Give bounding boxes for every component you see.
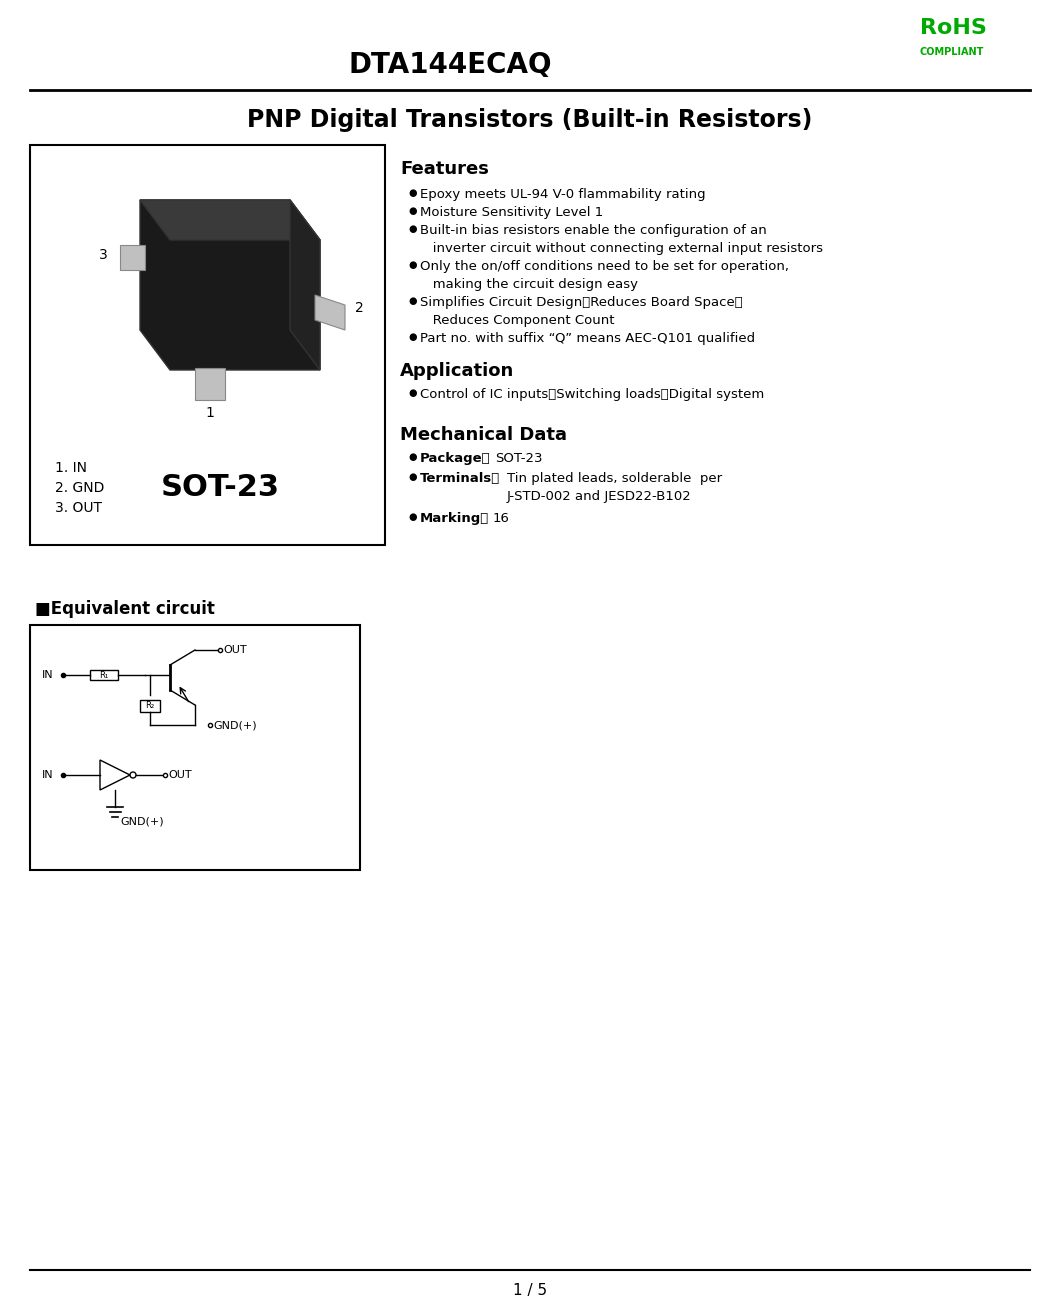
Text: 3: 3 [100,249,108,262]
Text: GND(+): GND(+) [213,719,257,730]
Text: 3. OUT: 3. OUT [55,501,102,515]
Text: ●: ● [408,296,417,306]
Text: 2. GND: 2. GND [55,481,104,494]
Text: ●: ● [408,188,417,198]
Text: 2: 2 [355,301,364,315]
Text: DTA144ECAQ: DTA144ECAQ [349,51,552,78]
Text: Simplifies Circuit Design、Reduces Board Space、: Simplifies Circuit Design、Reduces Board … [420,296,743,309]
Text: 1. IN: 1. IN [55,460,87,475]
Text: inverter circuit without connecting external input resistors: inverter circuit without connecting exte… [420,242,823,255]
Text: COMPLIANT: COMPLIANT [920,47,985,58]
Text: making the circuit design easy: making the circuit design easy [420,279,638,290]
Text: Terminals：: Terminals： [420,472,500,485]
Text: Built-in bias resistors enable the configuration of an: Built-in bias resistors enable the confi… [420,224,766,237]
Text: ●: ● [408,511,417,522]
Polygon shape [140,200,320,239]
Text: Epoxy meets UL-94 V-0 flammability rating: Epoxy meets UL-94 V-0 flammability ratin… [420,188,706,201]
Text: OUT: OUT [167,770,192,780]
Polygon shape [120,245,145,269]
Polygon shape [195,368,225,400]
Text: ●: ● [408,260,417,269]
Text: PNP Digital Transistors (Built-in Resistors): PNP Digital Transistors (Built-in Resist… [247,109,813,132]
Text: R₁: R₁ [100,671,108,679]
Text: ●: ● [408,332,417,341]
Text: GND(+): GND(+) [120,818,163,827]
Polygon shape [140,200,320,370]
Text: SOT-23: SOT-23 [495,453,543,466]
Text: Tin plated leads, solderable  per: Tin plated leads, solderable per [507,472,722,485]
Text: Package：: Package： [420,453,491,466]
Text: Marking：: Marking： [420,511,490,525]
Polygon shape [315,296,344,330]
Text: Application: Application [400,362,514,381]
Text: Only the on/off conditions need to be set for operation,: Only the on/off conditions need to be se… [420,260,789,273]
Text: Mechanical Data: Mechanical Data [400,426,567,443]
Text: ●: ● [408,472,417,483]
Text: OUT: OUT [223,645,247,655]
Polygon shape [100,760,130,790]
Text: RoHS: RoHS [920,18,987,38]
Text: Moisture Sensitivity Level 1: Moisture Sensitivity Level 1 [420,205,603,218]
FancyBboxPatch shape [30,625,360,870]
Text: R₂: R₂ [145,701,155,710]
Text: 1 / 5: 1 / 5 [513,1283,547,1298]
Text: ●: ● [408,388,417,398]
Text: IN: IN [42,770,54,780]
FancyBboxPatch shape [90,670,118,680]
Text: ■Equivalent circuit: ■Equivalent circuit [35,600,215,617]
Text: J-STD-002 and JESD22-B102: J-STD-002 and JESD22-B102 [507,490,692,504]
Text: SOT-23: SOT-23 [160,473,280,502]
Text: ●: ● [408,205,417,216]
Polygon shape [290,200,320,370]
Text: Control of IC inputs、Switching loads、Digital system: Control of IC inputs、Switching loads、Dig… [420,388,764,402]
Text: Features: Features [400,160,489,178]
FancyBboxPatch shape [140,700,160,712]
FancyBboxPatch shape [30,145,385,545]
Text: ●: ● [408,453,417,462]
Text: 16: 16 [493,511,510,525]
Text: ●: ● [408,224,417,234]
Text: Part no. with suffix “Q” means AEC-Q101 qualified: Part no. with suffix “Q” means AEC-Q101 … [420,332,755,345]
Text: 1: 1 [206,405,214,420]
Text: Reduces Component Count: Reduces Component Count [420,314,615,327]
Text: IN: IN [42,670,54,680]
